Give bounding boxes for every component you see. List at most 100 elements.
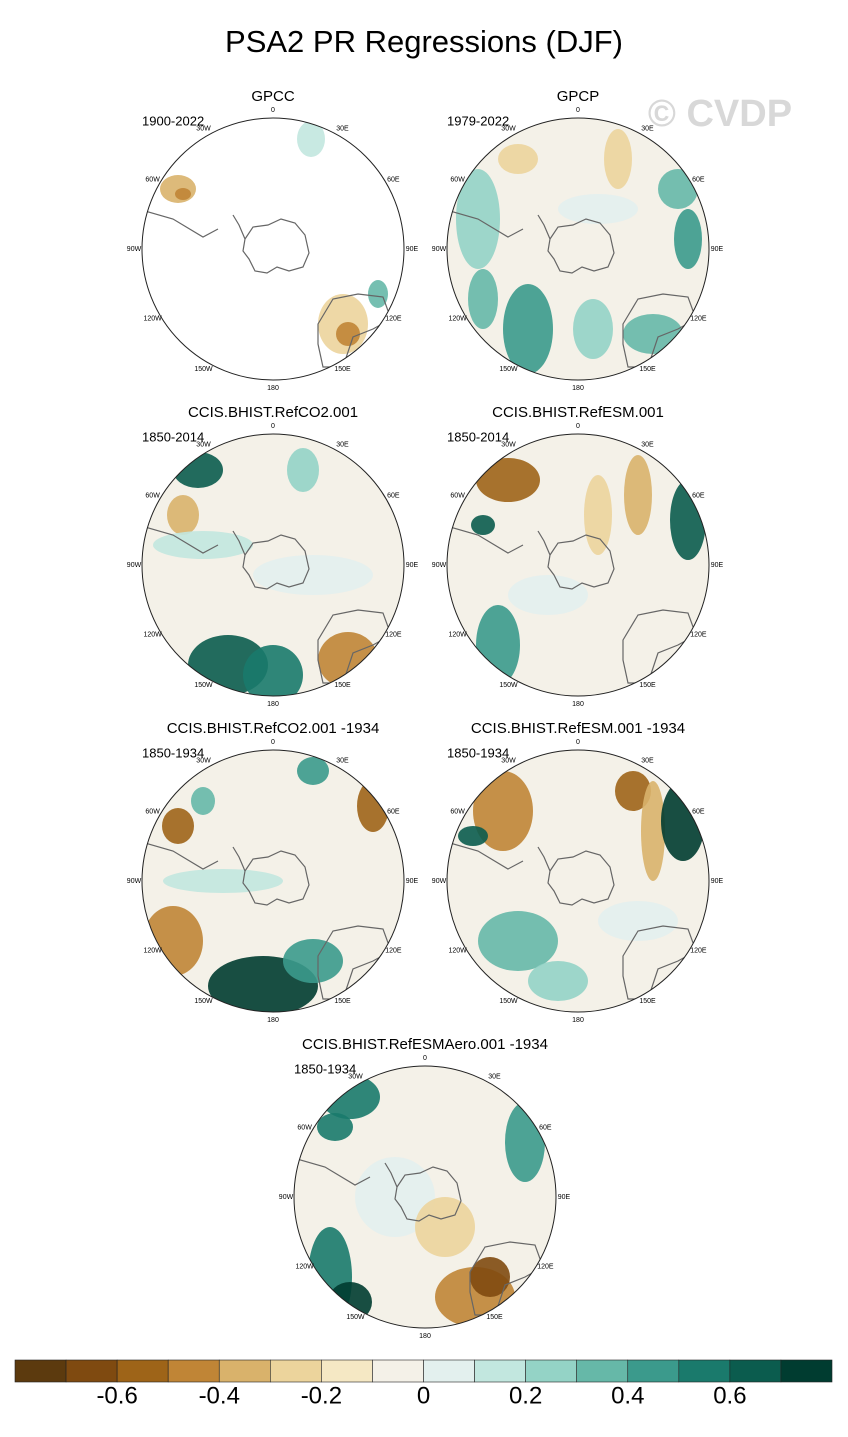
map-field [447,434,709,696]
longitude-label: 90E [711,246,724,253]
field-blob [508,575,588,615]
colorbar-box [423,1359,475,1383]
longitude-label: 120W [448,947,467,954]
panel-title: CCIS.BHIST.RefCO2.001 [188,404,358,421]
longitude-label: 0 [576,107,580,114]
field-blob [604,129,632,189]
longitude-label: 120E [690,315,707,322]
longitude-label: 90E [711,562,724,569]
map-field [142,434,404,696]
longitude-label: 120E [690,631,707,638]
field-blob [357,780,389,832]
field-blob [624,455,652,535]
coastline [447,840,524,870]
panel-period: 1850-2014 [447,429,509,444]
longitude-label: 60W [145,808,160,815]
longitude-label: 180 [572,1017,584,1024]
colorbar-box [678,1359,731,1383]
map-border [141,117,405,381]
longitude-label: 0 [271,423,275,430]
longitude-label: 60W [450,176,465,183]
map-border [446,433,710,697]
field-blob [297,121,325,157]
figure-title: PSA2 PR Regressions (DJF) [225,24,623,59]
map-border [446,749,710,1013]
map-panel: CCIS.BHIST.RefESMAero.001 -1934 1850-1934… [279,1036,571,1340]
longitude-label: 30W [501,125,516,132]
longitude-label: 90W [127,878,142,885]
longitude-label: 0 [423,1055,427,1062]
longitude-label: 120W [143,947,162,954]
coastline [232,846,310,906]
field-blob [471,515,495,535]
longitude-label: 30E [488,1073,501,1080]
longitude-label: 90E [406,878,419,885]
longitude-label: 0 [576,423,580,430]
field-blob [468,269,498,329]
colorbar-box [65,1359,118,1383]
field-blob [317,1113,353,1141]
colorbar-box [729,1359,782,1383]
longitude-label: 150E [334,998,351,1005]
field-blob [297,757,329,785]
longitude-label: 30E [336,441,349,448]
longitude-label: 30E [336,125,349,132]
colorbar-box [372,1359,424,1383]
field-blob [191,787,215,815]
field-blob [160,175,196,203]
panel-title: CCIS.BHIST.RefESMAero.001 -1934 [302,1036,548,1053]
field-blob [175,188,191,200]
longitude-label: 60E [692,492,705,499]
field-blob [478,911,558,971]
longitude-label: 30W [348,1073,363,1080]
longitude-label: 60E [539,1124,552,1131]
longitude-label: 150W [194,998,213,1005]
longitude-label: 150E [486,1314,503,1321]
longitude-label: 30E [641,125,654,132]
colorbar-label: -0.6 [96,1382,137,1409]
field-blob [368,280,388,308]
longitude-label: 180 [572,701,584,708]
longitude-label: 120E [690,947,707,954]
map-field [294,1066,556,1328]
map-field [142,118,404,380]
longitude-label: 150E [334,682,351,689]
field-blob [308,1227,352,1327]
colorbar-label: 0.4 [611,1382,644,1409]
coastline [317,925,392,1000]
longitude-label: 30W [196,757,211,764]
panel-title: CCIS.BHIST.RefESM.001 -1934 [471,720,685,737]
field-blob [674,209,702,269]
longitude-label: 30W [501,757,516,764]
colorbar-label: 0.2 [509,1382,542,1409]
map-field [447,750,709,1012]
longitude-label: 60E [387,808,400,815]
field-background [142,118,404,380]
colorbar-box [780,1359,833,1383]
field-blob [476,458,540,502]
field-blob [243,645,303,696]
field-blob [503,284,553,374]
longitude-label: 30E [641,441,654,448]
longitude-label: 30W [196,441,211,448]
map-panel: GPCP 1979-2022 0 30E 60E 90E 120E 150E 180 150W 12… [432,88,724,392]
coastline [622,925,697,1000]
field-blob [558,194,638,224]
longitude-label: 90W [432,246,447,253]
longitude-label: 90W [279,1194,294,1201]
longitude-label: 60E [692,808,705,815]
map-border [446,117,710,381]
longitude-label: 60E [387,176,400,183]
longitude-label: 90E [406,562,419,569]
colorbar-box [116,1359,169,1383]
colorbar-label: 0.6 [713,1382,746,1409]
coastline [537,846,615,906]
map-panel: CCIS.BHIST.RefESM.001 1850-2014 0 30E 60E 90E… [432,404,724,708]
longitude-label: 150W [499,366,518,373]
coastline [537,530,615,590]
longitude-label: 90E [558,1194,571,1201]
map-panel: CCIS.BHIST.RefCO2.001 1850-2014 0 30E 60E 90E… [127,404,419,708]
coastline [317,609,392,684]
panel-title: CCIS.BHIST.RefESM.001 [492,404,664,421]
panel-title: CCIS.BHIST.RefCO2.001 -1934 [167,720,380,737]
